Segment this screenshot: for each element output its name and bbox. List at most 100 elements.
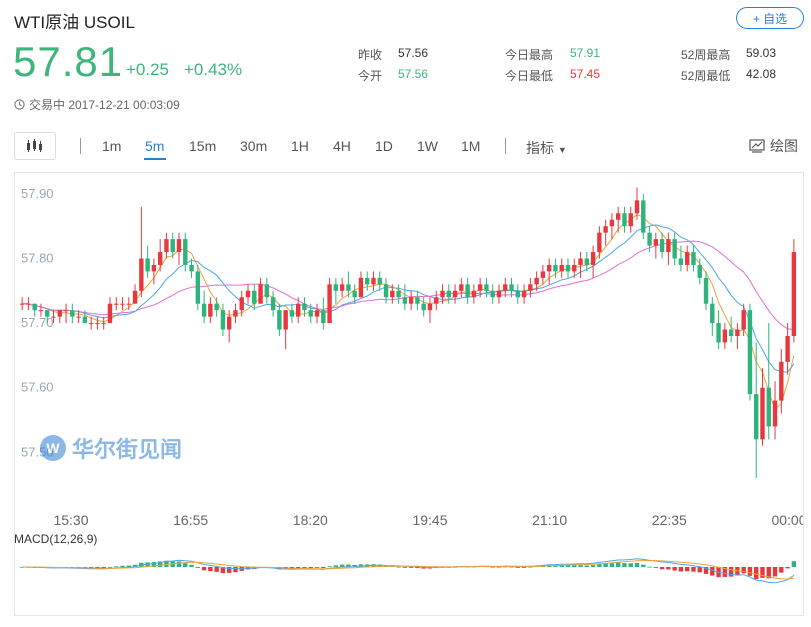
macd-bar bbox=[195, 567, 201, 568]
macd-bar bbox=[296, 567, 301, 569]
candle-body bbox=[440, 290, 445, 298]
macd-bar bbox=[226, 567, 232, 573]
macd-bar bbox=[314, 567, 320, 568]
macd-bar bbox=[377, 564, 382, 567]
candle-body bbox=[546, 264, 552, 272]
macd-bar bbox=[233, 567, 238, 573]
candle-body bbox=[101, 323, 106, 325]
macd-bar bbox=[722, 567, 728, 577]
candle-body bbox=[540, 271, 546, 278]
macd-bar bbox=[214, 567, 219, 572]
chart-toolbar: 1m 5m 15m 30m 1H 4H 1D 1W 1M 指标 ▼ 绘图 bbox=[14, 132, 804, 160]
candle-body bbox=[371, 277, 376, 285]
macd-bar bbox=[201, 567, 207, 571]
day-low-value: 57.45 bbox=[570, 67, 601, 81]
x-tick-label: 21:10 bbox=[532, 512, 567, 528]
macd-bar bbox=[515, 567, 520, 568]
period-1mo[interactable]: 1M bbox=[461, 138, 481, 154]
x-tick-label: 19:45 bbox=[412, 512, 447, 528]
candle-body bbox=[691, 252, 696, 265]
candle-body bbox=[321, 310, 326, 324]
candle-body bbox=[647, 232, 652, 246]
period-1h[interactable]: 1H bbox=[291, 138, 309, 154]
candle-body bbox=[609, 219, 615, 227]
ma-line-20 bbox=[22, 240, 794, 330]
candle-body bbox=[459, 284, 464, 291]
candle-body bbox=[509, 284, 514, 291]
macd-bar bbox=[641, 564, 646, 567]
macd-bar bbox=[785, 567, 790, 569]
macd-bar bbox=[622, 563, 627, 567]
candle-body bbox=[126, 303, 131, 305]
prev-close-value: 57.56 bbox=[398, 46, 429, 60]
macd-bar bbox=[772, 567, 778, 577]
candle-body bbox=[496, 290, 502, 298]
period-5m[interactable]: 5m bbox=[145, 138, 165, 154]
draw-button[interactable]: 绘图 bbox=[749, 136, 798, 156]
candle-body bbox=[365, 277, 370, 285]
active-period-underline bbox=[144, 158, 166, 160]
candle-body bbox=[741, 310, 746, 330]
candle-body bbox=[377, 277, 382, 285]
toolbar-divider bbox=[80, 138, 81, 154]
macd-bar bbox=[703, 567, 709, 574]
indicator-dropdown[interactable]: 指标 ▼ bbox=[526, 138, 567, 158]
candle-body bbox=[534, 277, 539, 285]
watermark-logo: W bbox=[40, 435, 66, 461]
period-30m[interactable]: 30m bbox=[240, 138, 268, 154]
watermark: W 华尔街见闻 bbox=[40, 432, 182, 464]
candlestick-icon bbox=[27, 139, 42, 152]
macd-bar bbox=[735, 567, 740, 576]
macd-bar bbox=[685, 567, 690, 572]
candle-body bbox=[346, 284, 351, 291]
period-1m[interactable]: 1m bbox=[102, 138, 122, 154]
candle-body bbox=[114, 303, 119, 305]
macd-bar bbox=[208, 567, 213, 572]
macd-bar bbox=[678, 567, 684, 572]
macd-bar bbox=[659, 567, 665, 570]
macd-bar bbox=[509, 566, 514, 568]
candle-body bbox=[233, 310, 238, 317]
macd-bar bbox=[333, 565, 339, 567]
w52-low-label: 52周最低 bbox=[681, 69, 731, 83]
macd-bar bbox=[710, 567, 715, 576]
candle-body bbox=[710, 303, 715, 324]
candle-body bbox=[51, 316, 56, 318]
macd-bar bbox=[615, 562, 621, 567]
macd-bar bbox=[402, 567, 408, 568]
candle-body bbox=[747, 310, 753, 395]
candle-body bbox=[402, 297, 408, 304]
clock-icon bbox=[14, 99, 25, 110]
status-text: 交易中 2017-12-21 00:03:09 bbox=[29, 98, 180, 112]
candle-body bbox=[283, 310, 288, 330]
candle-body bbox=[490, 290, 495, 298]
chart-area[interactable]: 57.90 57.80 57.70 57.60 57.50 15:30 16:55 18:20… bbox=[14, 172, 807, 616]
candle-body bbox=[70, 310, 75, 317]
macd-bar bbox=[603, 563, 608, 567]
period-1d[interactable]: 1D bbox=[375, 138, 393, 154]
candle-body bbox=[170, 239, 175, 253]
macd-bar bbox=[220, 567, 226, 574]
toolbar-divider bbox=[505, 138, 506, 154]
candle-body bbox=[703, 277, 709, 304]
add-watchlist-button[interactable]: + 自选 bbox=[736, 7, 804, 29]
candle-body bbox=[666, 239, 671, 253]
candle-body bbox=[471, 290, 477, 298]
period-4h[interactable]: 4H bbox=[333, 138, 351, 154]
candle-body bbox=[32, 303, 37, 311]
period-1w[interactable]: 1W bbox=[417, 138, 438, 154]
candle-body bbox=[584, 258, 590, 265]
candle-body bbox=[226, 316, 232, 330]
candle-body bbox=[653, 239, 659, 246]
period-15m[interactable]: 15m bbox=[189, 138, 217, 154]
candle-body bbox=[120, 303, 125, 305]
chart-type-button[interactable] bbox=[14, 132, 56, 160]
candle-body bbox=[189, 264, 194, 272]
candle-body bbox=[628, 213, 633, 227]
candle-body bbox=[754, 394, 759, 440]
candle-body bbox=[208, 303, 213, 317]
macd-bar bbox=[578, 565, 583, 567]
candle-body bbox=[427, 303, 433, 311]
candle-body bbox=[735, 329, 740, 336]
